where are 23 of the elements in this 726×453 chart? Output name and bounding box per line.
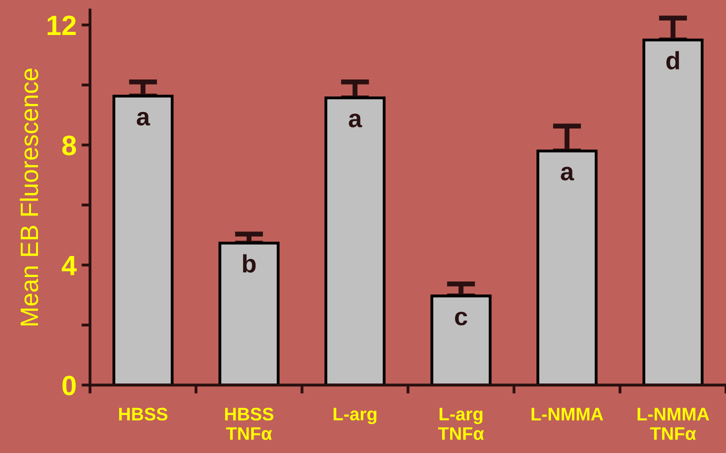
bar bbox=[430, 294, 492, 386]
data-label: d bbox=[666, 51, 679, 70]
data-label: c bbox=[455, 312, 468, 326]
y-tick-label: 0 bbox=[62, 376, 76, 396]
data-label: a bbox=[348, 114, 362, 128]
bar bbox=[112, 94, 174, 386]
y-tick-label: 12 bbox=[48, 16, 76, 36]
bar bbox=[536, 150, 598, 386]
data-label: a bbox=[136, 112, 150, 126]
bar bbox=[642, 38, 704, 386]
x-tick-label: L-NMMA bbox=[532, 408, 604, 420]
x-tick-label: HBSS bbox=[119, 408, 168, 421]
bar bbox=[324, 96, 386, 386]
y-tick-label: 8 bbox=[62, 136, 76, 156]
x-tick-label: L-arg TNFα bbox=[438, 408, 484, 440]
x-tick-label: L-arg bbox=[334, 408, 376, 424]
bar bbox=[218, 242, 280, 386]
x-tick-label: L-NMMA TNFα bbox=[638, 408, 710, 440]
y-axis-title: Mean EB Fluorescence bbox=[20, 68, 38, 326]
x-tick-label: HBSS TNFα bbox=[225, 408, 274, 440]
data-label: a bbox=[560, 166, 574, 180]
data-label: b bbox=[243, 254, 256, 273]
y-tick-label: 4 bbox=[62, 256, 77, 276]
